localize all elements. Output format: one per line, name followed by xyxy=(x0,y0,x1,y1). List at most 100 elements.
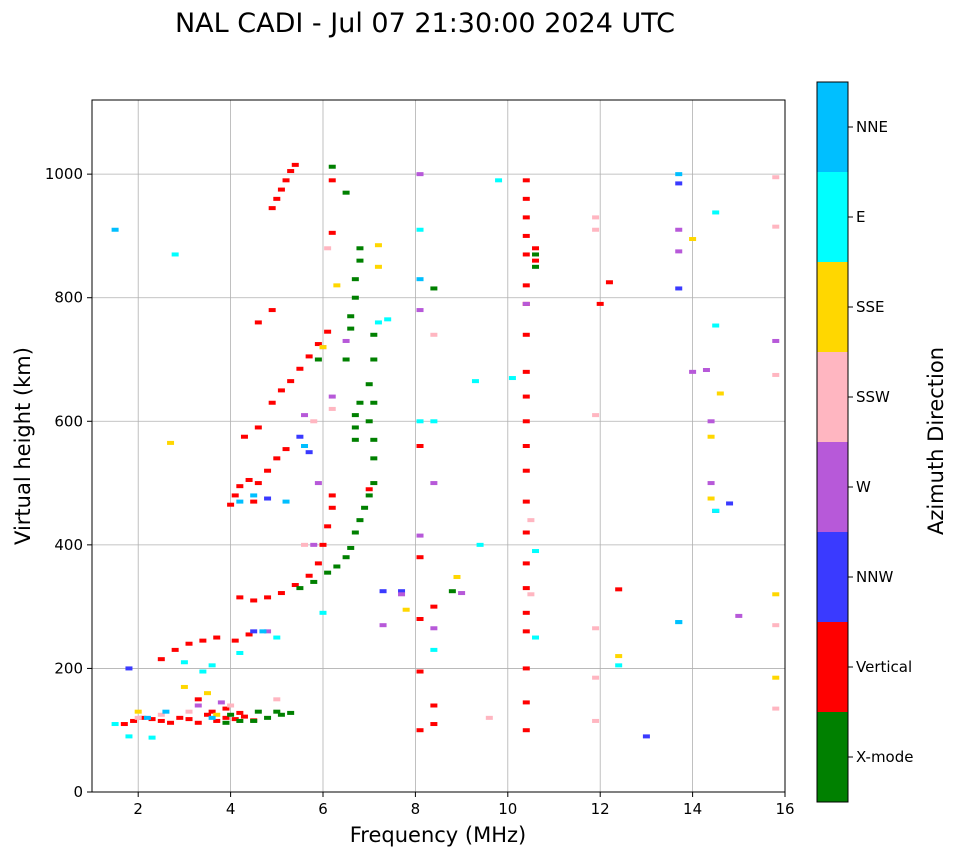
echo-point-x-mode xyxy=(351,530,359,535)
echo-point-w xyxy=(522,301,530,306)
echo-point-e xyxy=(615,663,623,668)
echo-point-x-mode xyxy=(351,413,359,418)
echo-point-vertical xyxy=(522,394,530,399)
echo-point-w xyxy=(416,308,424,313)
colorbar-frame xyxy=(816,81,849,803)
echo-point-ssw xyxy=(485,715,493,720)
echo-point-nne xyxy=(675,620,683,625)
y-tick-label: 1000 xyxy=(45,165,83,183)
echo-point-vertical xyxy=(148,717,156,722)
echo-point-x-mode xyxy=(351,425,359,430)
echo-point-nne xyxy=(416,277,424,282)
echo-point-vertical xyxy=(416,444,424,448)
echo-point-x-mode xyxy=(264,715,272,720)
echo-point-vertical xyxy=(522,178,530,183)
echo-point-vertical xyxy=(522,530,530,535)
echo-point-vertical xyxy=(328,178,336,183)
echo-point-w xyxy=(707,419,715,424)
echo-point-w xyxy=(310,542,318,547)
echo-point-vertical xyxy=(522,700,530,705)
echo-point-w xyxy=(314,481,322,486)
echo-point-e xyxy=(416,227,424,232)
echo-point-e xyxy=(476,542,484,547)
colorbar-label-vertical: Vertical xyxy=(856,658,912,676)
echo-point-e xyxy=(471,379,479,384)
echo-point-vertical xyxy=(522,196,530,201)
echo-point-nnw xyxy=(642,734,650,739)
echo-point-nne xyxy=(208,715,216,720)
echo-point-vertical xyxy=(522,233,530,238)
y-tick-label: 800 xyxy=(54,289,83,307)
echo-point-sse xyxy=(374,243,382,248)
echo-point-x-mode xyxy=(430,286,438,291)
echo-point-vertical xyxy=(522,468,530,473)
echo-point-sse xyxy=(180,684,188,689)
echo-point-w xyxy=(430,626,438,631)
colorbar-label-ssw: SSW xyxy=(856,388,890,406)
y-tick-label: 200 xyxy=(54,659,83,677)
x-tick-label: 2 xyxy=(133,800,143,818)
echo-point-vertical xyxy=(324,329,332,334)
echo-point-x-mode xyxy=(314,357,322,362)
echo-point-vertical xyxy=(522,215,530,220)
data-points xyxy=(111,162,780,740)
echo-point-x-mode xyxy=(356,518,364,523)
echo-point-vertical xyxy=(213,718,221,723)
x-tick-label: 4 xyxy=(226,800,236,818)
echo-point-e xyxy=(384,317,392,322)
echo-point-sse xyxy=(374,264,382,269)
echo-point-x-mode xyxy=(365,419,373,424)
echo-point-ssw xyxy=(227,703,235,708)
echo-point-sse xyxy=(167,440,175,445)
colorbar-segment xyxy=(817,262,848,352)
echo-point-w xyxy=(458,591,466,596)
echo-point-ssw xyxy=(430,332,438,337)
echo-point-x-mode xyxy=(227,712,235,717)
echo-point-x-mode xyxy=(310,579,318,584)
echo-point-vertical xyxy=(273,196,281,201)
echo-point-x-mode xyxy=(365,382,373,387)
echo-point-e xyxy=(319,610,327,615)
echo-point-x-mode xyxy=(342,555,350,560)
echo-point-vertical xyxy=(305,573,313,578)
echo-point-x-mode xyxy=(361,505,369,510)
echo-point-e xyxy=(712,323,720,328)
echo-point-vertical xyxy=(416,617,424,621)
echo-point-vertical xyxy=(291,583,299,588)
echo-point-vertical xyxy=(522,666,530,671)
x-tick-label: 12 xyxy=(591,800,610,818)
echo-point-e xyxy=(430,419,438,424)
colorbar-label-nne: NNE xyxy=(856,118,888,136)
echo-point-ssw xyxy=(592,413,600,418)
echo-point-vertical xyxy=(199,638,207,643)
echo-point-ssw xyxy=(592,718,600,723)
colorbar-label-w: W xyxy=(856,478,871,496)
y-axis-label: Virtual height (km) xyxy=(11,347,35,545)
echo-point-vertical xyxy=(185,641,193,646)
x-tick-label: 8 xyxy=(411,800,421,818)
echo-point-sse xyxy=(204,691,211,696)
echo-point-vertical xyxy=(120,722,128,727)
echo-point-vertical xyxy=(305,354,313,359)
echo-point-vertical xyxy=(245,632,253,637)
echo-point-vertical xyxy=(157,718,165,723)
echo-point-x-mode xyxy=(365,493,373,498)
echo-point-vertical xyxy=(194,697,202,702)
echo-point-x-mode xyxy=(236,718,244,723)
echo-point-x-mode xyxy=(273,709,281,714)
echo-point-sse xyxy=(707,434,715,439)
echo-point-vertical xyxy=(282,178,290,183)
echo-point-e xyxy=(532,635,540,640)
echo-point-vertical xyxy=(416,669,424,674)
echo-point-vertical xyxy=(236,595,244,600)
echo-point-nnw xyxy=(675,181,683,186)
echo-point-vertical xyxy=(227,502,235,507)
echo-point-w xyxy=(194,703,202,708)
echo-point-ssw xyxy=(592,227,600,232)
echo-point-vertical xyxy=(615,587,623,592)
echo-point-w xyxy=(264,629,272,634)
echo-point-w xyxy=(398,592,406,597)
echo-point-x-mode xyxy=(351,277,359,282)
echo-point-x-mode xyxy=(356,246,364,251)
echo-point-e xyxy=(236,650,244,655)
